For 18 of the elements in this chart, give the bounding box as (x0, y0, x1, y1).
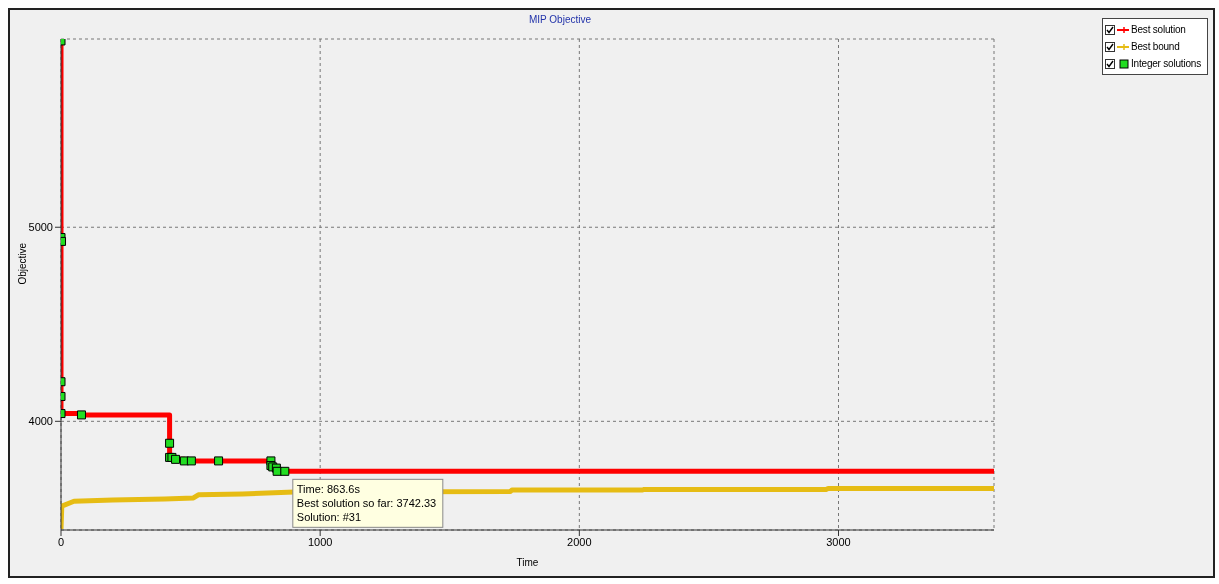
y-tick-label: 4000 (28, 415, 53, 428)
y-axis-title: Objective (16, 242, 28, 285)
legend-label: Best bound (1131, 41, 1180, 52)
x-axis-title: Time (516, 557, 539, 568)
y-tick-label: 5000 (28, 221, 53, 234)
point (171, 454, 181, 464)
x-tick-label: 3000 (826, 535, 851, 548)
legend-label: Best solution (1131, 24, 1186, 35)
annotation: Time: 863.6s Best solution so far: 3742.33 Solution: #31 (296, 483, 437, 524)
x-tick-label: 2000 (567, 535, 592, 548)
x-tick-label: 0 (57, 535, 65, 548)
x-tick-label: 1000 (307, 535, 333, 548)
point (165, 438, 175, 448)
point (214, 456, 224, 466)
legend-label: Integer solutions (1131, 58, 1201, 69)
chart-title: MIP Objective (527, 14, 593, 25)
point (186, 456, 196, 466)
point (280, 466, 290, 476)
